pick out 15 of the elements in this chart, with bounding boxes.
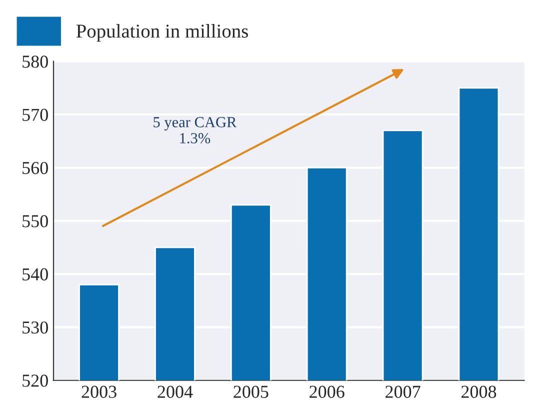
x-tick-label: 2008 — [461, 386, 496, 398]
x-tick-label: 2007 — [386, 386, 420, 398]
y-tick-label: 550 — [22, 215, 48, 228]
x-tick-label: 2004 — [158, 386, 193, 398]
y-tick-label: 560 — [22, 162, 48, 174]
y-tick-label: 520 — [22, 374, 48, 387]
legend-label: Population in millions — [76, 24, 248, 42]
y-tick-label: 580 — [22, 56, 48, 68]
x-tick-label: 2003 — [82, 386, 116, 398]
y-tick-label: 570 — [22, 108, 48, 121]
y-tick-label: 530 — [22, 321, 48, 334]
x-tick-label: 2005 — [234, 386, 268, 398]
annotation: 5 year CAGR 1.3% — [154, 117, 237, 144]
y-tick-label: 540 — [22, 268, 48, 280]
x-tick-label: 2006 — [310, 386, 344, 398]
